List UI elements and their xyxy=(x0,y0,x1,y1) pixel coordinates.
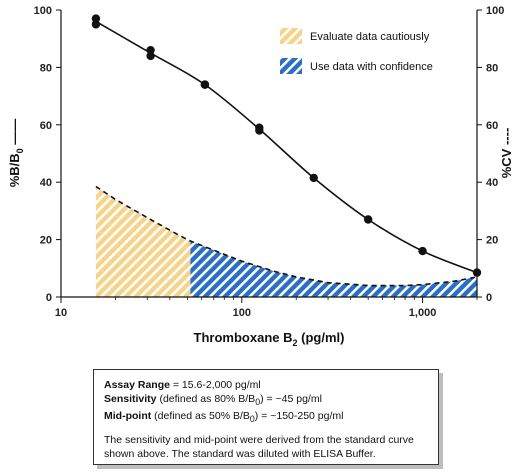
y2-tick-label: 60 xyxy=(486,120,498,132)
legend-swatch-confidence xyxy=(280,58,302,74)
data-point xyxy=(91,14,101,23)
legend-label-cautious: Evaluate data cautiously xyxy=(310,31,430,43)
shaded-regions xyxy=(95,186,477,297)
x-axis-title: Thromboxane B2 (pg/ml) xyxy=(194,330,345,348)
y2-tick-label: 0 xyxy=(486,292,492,304)
y-tick-label: 100 xyxy=(34,5,52,17)
legend-swatch-cautious xyxy=(280,28,302,44)
sensitivity-value: ) = ~45 pg/ml xyxy=(260,393,322,405)
region-confidence xyxy=(190,241,477,297)
data-point xyxy=(91,20,101,29)
y2-tick-label: 20 xyxy=(486,235,498,247)
midpoint-definition: (defined as 50% B/B xyxy=(151,410,250,423)
cv-dashed-line xyxy=(95,185,478,287)
data-point xyxy=(309,173,318,183)
y2-tick-label: 40 xyxy=(486,177,498,189)
sensitivity-label: Sensitivity xyxy=(104,393,157,405)
midpoint-line: Mid-point (defined as 50% B/B0) = ~150-2… xyxy=(104,409,428,426)
y-tick-label: 60 xyxy=(40,120,52,132)
sensitivity-line: Sensitivity (defined as 80% B/B0) = ~45 … xyxy=(104,392,428,409)
standard-curve-line xyxy=(95,20,478,274)
y-tick-label: 20 xyxy=(40,235,52,247)
x-tick-label: 100 xyxy=(233,307,251,319)
sensitivity-definition: (defined as 80% B/B xyxy=(156,393,256,405)
assay-range-label: Assay Range xyxy=(104,379,170,391)
legend-label-confidence: Use data with confidence xyxy=(310,61,433,73)
data-series xyxy=(91,14,482,287)
assay-note: The sensitivity and mid-point were deriv… xyxy=(104,434,414,460)
assay-range-value: = 15.6-2,000 pg/ml xyxy=(169,379,261,391)
y-tick-label: 80 xyxy=(40,62,52,74)
data-point xyxy=(363,215,373,224)
axes: 0 0 20 20 40 40 60 60 80 80 100 100 10 100 1,000 xyxy=(34,5,505,319)
midpoint-value: ) = ~150-250 pg/ml xyxy=(254,410,344,423)
midpoint-label: Mid-point xyxy=(104,410,152,423)
sensitivity-subscript: 0 xyxy=(255,397,261,408)
midpoint-subscript: 0 xyxy=(249,414,255,425)
assay-info-box: Assay Range = 15.6-2,000 pg/ml Sensitivi… xyxy=(93,369,439,465)
y-tick-label: 40 xyxy=(40,177,52,189)
y2-tick-label: 80 xyxy=(486,62,498,74)
y-axis-title: %B/B0 —— xyxy=(7,119,25,188)
data-point xyxy=(418,246,427,256)
region-cautious xyxy=(95,186,191,297)
x-tick-label: 1,000 xyxy=(409,307,437,319)
data-point xyxy=(146,51,155,61)
y2-axis-title: %CV ---- xyxy=(499,128,514,179)
data-point xyxy=(146,45,155,55)
y-tick-label: 0 xyxy=(46,292,52,304)
y2-tick-label: 100 xyxy=(486,5,504,17)
standard-curve-chart: 0 0 20 20 40 40 60 60 80 80 100 100 10 100 1,000 Evalu… xyxy=(7,5,514,348)
data-point xyxy=(255,126,264,135)
legend: Evaluate data cautiously Use data with c… xyxy=(280,28,433,74)
data-point xyxy=(200,80,210,89)
x-tick-label: 10 xyxy=(55,307,67,319)
assay-range-line: Assay Range = 15.6-2,000 pg/ml xyxy=(104,378,428,392)
data-point xyxy=(472,268,482,277)
